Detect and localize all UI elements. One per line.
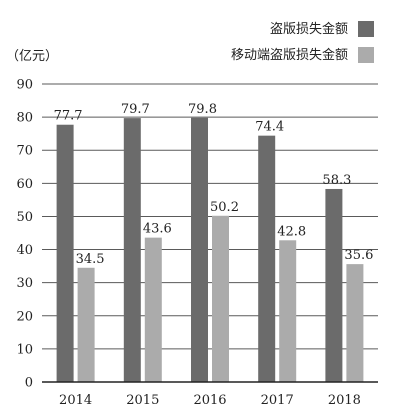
y-tick-label-10: 10 — [16, 342, 33, 357]
data-label-series2-2017: 42.8 — [277, 224, 306, 239]
y-tick-label-40: 40 — [16, 243, 33, 258]
legend-label-series-1: 盗版损失金额 — [270, 21, 348, 37]
data-label-series2-2016: 50.2 — [210, 200, 239, 215]
bar-series1-2018 — [325, 188, 343, 382]
data-label-series2-2014: 34.5 — [76, 252, 105, 267]
data-label-series1-2018: 58.3 — [322, 173, 351, 188]
bar-series1-2014 — [56, 124, 74, 382]
bar-series2-2016 — [212, 215, 229, 382]
data-labels: 77.7 34.5 79.7 43.6 79.8 50.2 74.4 42.8 58.3 35.6 — [54, 102, 374, 267]
y-tick-label-60: 60 — [16, 177, 33, 192]
bar-series2-2017 — [279, 240, 297, 382]
bar-series2-2014 — [77, 267, 95, 382]
x-tick-label-2017: 2017 — [261, 393, 294, 408]
data-label-series1-2017: 74.4 — [255, 120, 284, 135]
legend: 盗版损失金额 移动端盗版损失金额 — [231, 21, 374, 63]
data-label-series2-2015: 43.6 — [143, 222, 172, 237]
bar-series2-2015 — [144, 237, 162, 382]
legend-swatch-series-2 — [358, 47, 374, 63]
bar-series1-2016 — [191, 117, 208, 383]
y-tick-label-20: 20 — [16, 309, 33, 324]
gridlines — [42, 83, 378, 350]
y-tick-label-80: 80 — [16, 111, 33, 126]
y-axis-unit-label: （亿元） — [6, 49, 58, 64]
x-tick-label-2014: 2014 — [59, 393, 92, 408]
y-tick-label-30: 30 — [16, 276, 33, 291]
x-tick-label-2016: 2016 — [193, 393, 226, 408]
y-axis-ticks: 0 10 20 30 40 50 60 70 80 90 — [16, 78, 33, 391]
legend-label-series-2: 移动端盗版损失金额 — [231, 47, 348, 63]
data-label-series1-2014: 77.7 — [54, 109, 83, 124]
bar-series1-2015 — [123, 118, 141, 383]
data-label-series2-2018: 35.6 — [344, 248, 373, 263]
bars — [56, 117, 364, 383]
x-tick-label-2015: 2015 — [126, 393, 159, 408]
y-tick-label-90: 90 — [16, 78, 33, 93]
x-tick-label-2018: 2018 — [328, 393, 361, 408]
y-tick-label-70: 70 — [16, 144, 33, 159]
data-label-series1-2016: 79.8 — [188, 102, 217, 117]
bar-series2-2018 — [346, 264, 364, 382]
bar-series1-2017 — [258, 135, 276, 382]
legend-swatch-series-1 — [358, 21, 374, 37]
x-axis-ticks: 2014 2015 2016 2017 2018 — [59, 393, 361, 408]
data-label-series1-2015: 79.7 — [121, 102, 150, 117]
y-tick-label-50: 50 — [16, 210, 33, 225]
y-tick-label-0: 0 — [25, 376, 33, 391]
